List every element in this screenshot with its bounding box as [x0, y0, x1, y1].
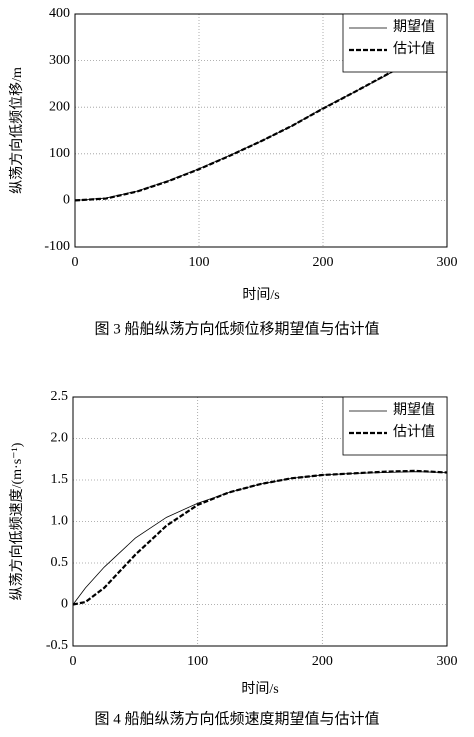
legend-label: 估计值	[393, 41, 435, 57]
figure-caption: 图 4 船舶纵荡方向低频速度期望值与估计值	[94, 710, 379, 727]
x-tick-label: 100	[187, 654, 208, 669]
y-tick-label: -100	[44, 239, 70, 254]
y-tick-label: 2.0	[51, 431, 69, 446]
y-tick-label: 400	[49, 6, 70, 21]
y-axis-label: 纵荡方向低频位移/m	[9, 67, 25, 194]
data-line	[74, 39, 448, 202]
y-tick-label: 2.5	[51, 389, 69, 404]
y-tick-label: 1.0	[51, 514, 69, 529]
x-tick-label: 300	[437, 255, 458, 270]
x-tick-label: 0	[70, 654, 77, 669]
y-tick-label: 0	[63, 193, 70, 208]
y-tick-label: 0	[61, 597, 68, 612]
y-tick-label: -0.5	[46, 638, 68, 653]
plot-frame	[72, 396, 448, 647]
legend-label: 期望值	[393, 402, 435, 418]
x-tick-label: 100	[189, 255, 210, 270]
figure-caption: 图 3 船舶纵荡方向低频位移期望值与估计值	[94, 320, 379, 337]
y-tick-label: 200	[49, 99, 70, 114]
x-tick-label: 0	[72, 255, 79, 270]
x-axis-label: 时间/s	[242, 287, 279, 303]
legend-label: 期望值	[393, 19, 435, 35]
data-line	[72, 469, 448, 606]
y-tick-label: 300	[49, 53, 70, 68]
y-tick-label: 100	[49, 146, 70, 161]
legend-box	[342, 13, 448, 73]
y-axis-label: 纵荡方向低频速度/(m·s⁻¹)	[9, 442, 25, 600]
y-tick-label: 1.5	[51, 472, 69, 487]
legend-box	[342, 396, 448, 456]
x-axis-label: 时间/s	[241, 681, 278, 697]
y-tick-label: 0.5	[51, 555, 69, 570]
x-tick-label: 200	[313, 255, 334, 270]
legend-label: 估计值	[393, 424, 435, 440]
x-tick-label: 200	[312, 654, 333, 669]
x-tick-label: 300	[437, 654, 458, 669]
plot-frame	[74, 13, 448, 248]
